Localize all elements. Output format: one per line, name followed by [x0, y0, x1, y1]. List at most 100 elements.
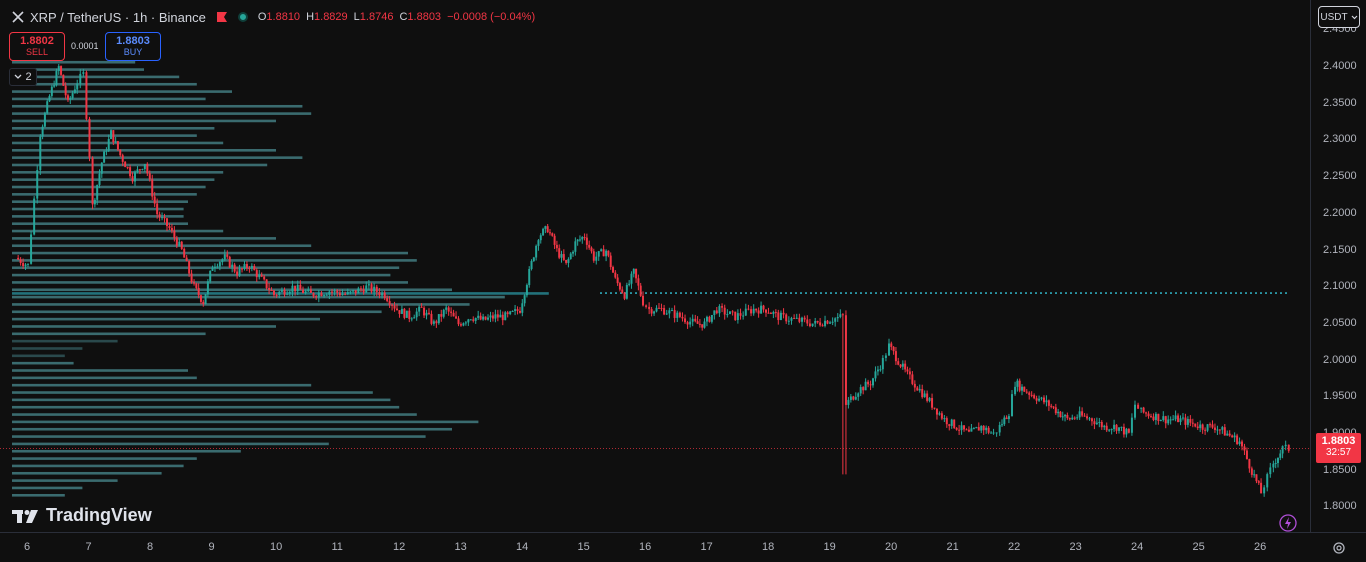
candle-body	[275, 294, 278, 296]
volume-profile-bar	[12, 171, 224, 174]
currency-selector[interactable]: USDT	[1318, 6, 1360, 28]
candle-body	[1068, 418, 1071, 420]
candle-body	[537, 240, 540, 246]
candle-body	[391, 304, 394, 306]
symbol-title[interactable]: XRP / TetherUS · 1h · Binance	[30, 9, 206, 25]
candle-body	[1223, 427, 1226, 436]
candle-body	[1081, 411, 1084, 416]
time-axis[interactable]: 6 7 8 9 10 11 12 13 14 15 16 17 18 19 20 21 22 23 24 25 26	[0, 532, 1366, 562]
volume-profile-bar	[12, 273, 391, 277]
buy-button[interactable]: 1.8803 BUY	[105, 32, 161, 61]
candle-body	[36, 170, 39, 199]
candle-body	[616, 277, 619, 284]
candle-body	[1154, 413, 1157, 420]
volume-profile-bar	[12, 354, 65, 358]
candle-body	[657, 307, 660, 309]
candle-body	[1098, 421, 1101, 423]
sell-button[interactable]: 1.8802 SELL	[9, 32, 65, 61]
candle-body	[315, 296, 318, 298]
candle-body	[93, 199, 96, 205]
candle-body	[958, 429, 961, 431]
candle-body	[459, 324, 462, 326]
candle-body	[872, 378, 875, 386]
volume-profile-bar	[12, 398, 391, 402]
candle-body	[931, 398, 934, 408]
candle-body	[462, 323, 465, 326]
volume-profile-bar	[12, 292, 549, 295]
candle-body	[665, 313, 668, 315]
candle-body	[618, 283, 621, 290]
candle-body	[216, 266, 219, 268]
candle-body	[1226, 433, 1229, 436]
candle-body	[1191, 422, 1194, 424]
xrp-logo-icon[interactable]	[10, 9, 26, 25]
candle-body	[1011, 394, 1013, 417]
candle-body	[1209, 424, 1212, 426]
candle-body	[146, 164, 149, 174]
candle-body	[908, 371, 911, 375]
candle-body	[1018, 380, 1021, 391]
candle-body	[881, 357, 884, 370]
candle-body	[158, 214, 161, 218]
volume-profile-bar	[12, 486, 83, 490]
candle-body	[280, 289, 283, 292]
chart-pane[interactable]: XRP / TetherUS · 1h · Binance O1.8810 H1…	[0, 0, 1310, 532]
volume-profile-bar	[12, 163, 268, 167]
candle-body	[623, 293, 626, 299]
candle-body	[1147, 413, 1150, 417]
candle-body	[715, 310, 718, 314]
candle-body	[525, 285, 528, 296]
candle-body	[165, 218, 168, 227]
candle-body	[567, 258, 570, 263]
candle-body	[1078, 411, 1081, 418]
candle-body	[143, 164, 146, 170]
candle-body	[112, 130, 115, 143]
candle-body	[1052, 406, 1055, 408]
indicators-collapse-button[interactable]: 2	[9, 68, 37, 86]
volume-profile-bar	[12, 493, 65, 497]
lightning-icon[interactable]	[1279, 514, 1297, 532]
candle-body	[790, 318, 793, 321]
candle-body	[539, 235, 542, 241]
candle-body	[489, 315, 492, 318]
candle-body	[673, 310, 676, 318]
candle-body	[445, 307, 448, 310]
candle-body	[183, 248, 186, 258]
candle-body	[188, 261, 191, 274]
settings-icon[interactable]	[1332, 541, 1346, 555]
candle-body	[482, 316, 485, 320]
candle-body	[405, 310, 408, 318]
candle-body	[472, 319, 475, 321]
candle-body	[1189, 419, 1192, 423]
candle-body	[516, 309, 519, 311]
candle-body	[370, 284, 373, 292]
candle-body	[1095, 422, 1098, 425]
candle-body	[1174, 415, 1177, 420]
candle-body	[330, 291, 333, 293]
volume-profile-bar	[12, 200, 188, 203]
tradingview-logo[interactable]: TradingView	[12, 505, 152, 526]
flag-icon[interactable]	[216, 11, 228, 23]
candle-body	[765, 309, 767, 313]
candle-body	[469, 319, 472, 321]
candle-body	[605, 250, 608, 257]
candle-body	[859, 387, 862, 394]
candle-body	[1272, 463, 1275, 468]
candle-body	[381, 292, 384, 296]
candle-body	[148, 173, 151, 180]
candle-body	[648, 306, 651, 310]
candle-body	[899, 364, 902, 367]
candle-body	[864, 381, 867, 391]
candle-body	[349, 291, 352, 293]
candle-body	[583, 237, 586, 239]
candle-body	[684, 318, 687, 323]
candle-body	[494, 314, 497, 319]
candle-body	[66, 95, 69, 100]
price-chart[interactable]	[0, 0, 1310, 532]
candle-body	[39, 136, 42, 171]
candle-body	[1130, 417, 1133, 433]
time-tick-label: 9	[208, 541, 215, 553]
price-tick-label: 2.4000	[1323, 60, 1357, 72]
candle-body	[491, 315, 494, 319]
candle-body	[131, 176, 134, 182]
